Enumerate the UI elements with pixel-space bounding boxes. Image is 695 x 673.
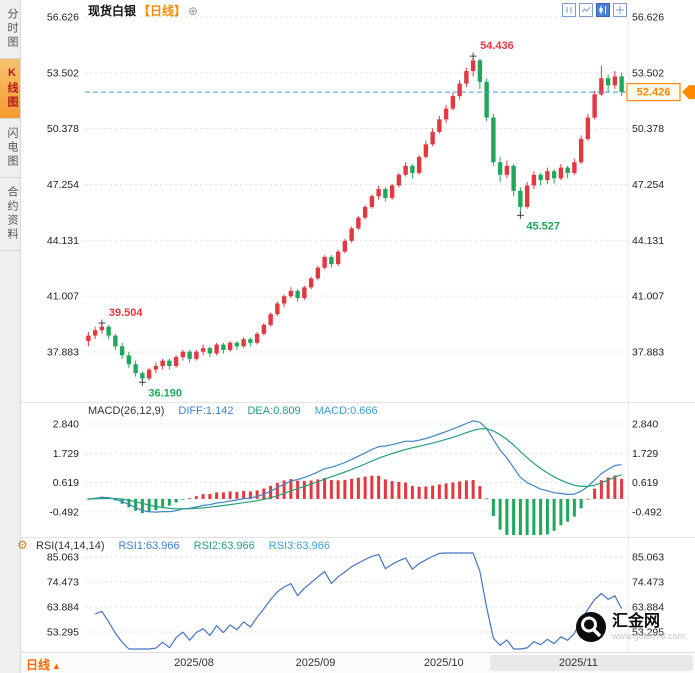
svg-text:74.473: 74.473 bbox=[632, 577, 664, 589]
sidebar-tab-lightning[interactable]: 闪电图 bbox=[0, 119, 20, 178]
svg-text:1.729: 1.729 bbox=[632, 448, 658, 460]
svg-text:53.295: 53.295 bbox=[47, 627, 79, 639]
svg-text:50.378: 50.378 bbox=[632, 123, 664, 135]
macd-hist-value: MACD:0.666 bbox=[314, 405, 378, 417]
price-chart-canvas[interactable]: 56.626 56.626 53.502 53.502 50.378 50.378 47.2… bbox=[0, 0, 695, 403]
svg-text:50.378: 50.378 bbox=[47, 123, 79, 135]
svg-text:-0.492: -0.492 bbox=[632, 506, 662, 518]
macd-panel-canvas[interactable]: 2.840 2.840 1.729 1.729 0.619 0.619 -0.492 -0.4… bbox=[0, 403, 695, 538]
line-chart-icon[interactable] bbox=[579, 3, 593, 17]
period-selector-label: 日线 bbox=[26, 658, 51, 672]
indicator-settings-gear-icon[interactable]: ⚙ bbox=[17, 538, 28, 552]
rsi-lines bbox=[94, 552, 623, 650]
svg-text:41.007: 41.007 bbox=[47, 291, 79, 303]
add-compare-icon[interactable]: ⊕ bbox=[188, 3, 199, 18]
rsi1-value: RSI1:63.966 bbox=[118, 540, 180, 552]
compare-layout-icon[interactable] bbox=[562, 3, 576, 17]
chevron-up-icon: ▲ bbox=[52, 661, 61, 671]
svg-text:45.527: 45.527 bbox=[526, 220, 560, 232]
macd-header: MACD(26,12,9) DIFF:1.142 DEA:0.809 MACD:… bbox=[88, 405, 378, 417]
left-tab-bar: 分时图 K线图 闪电图 合约资料 bbox=[0, 0, 21, 673]
watermark-name: 汇金网 bbox=[611, 613, 660, 630]
panel-divider bbox=[20, 402, 695, 403]
svg-text:-0.492: -0.492 bbox=[49, 506, 79, 518]
svg-text:56.626: 56.626 bbox=[632, 12, 664, 24]
svg-text:0.619: 0.619 bbox=[53, 477, 79, 489]
watermark-logo-icon bbox=[575, 612, 606, 642]
site-watermark: 汇金网 www.gold678.com bbox=[575, 611, 685, 643]
period-selector-button[interactable]: 日线 ▲ bbox=[26, 656, 61, 673]
svg-text:53.295: 53.295 bbox=[632, 627, 664, 639]
rsi-panel-canvas[interactable]: 85.063 85.063 74.473 74.473 63.884 63.884 53.2… bbox=[0, 538, 695, 652]
svg-text:47.254: 47.254 bbox=[632, 179, 664, 191]
macd-dea-value: DEA:0.809 bbox=[247, 405, 301, 417]
svg-text:37.883: 37.883 bbox=[47, 347, 79, 359]
x-axis-label: 2025/10 bbox=[423, 657, 464, 669]
rsi-grid: 85.063 85.063 74.473 74.473 63.884 63.884 53.2… bbox=[47, 552, 664, 639]
symbol-name: 现货白银 bbox=[88, 4, 137, 18]
x-axis-bar: 日线 ▲ 2025/08 2025/09 2025/10 2025/11 bbox=[20, 652, 695, 673]
svg-text:54.436: 54.436 bbox=[480, 40, 514, 52]
svg-text:39.504: 39.504 bbox=[109, 307, 144, 319]
macd-params-label: MACD(26,12,9) bbox=[88, 405, 165, 417]
svg-text:63.884: 63.884 bbox=[632, 602, 664, 614]
rsi3-value: RSI3:63.966 bbox=[268, 540, 330, 552]
svg-text:0.619: 0.619 bbox=[632, 477, 658, 489]
x-axis-label: 2025/09 bbox=[295, 657, 336, 669]
svg-text:2.840: 2.840 bbox=[53, 419, 79, 431]
svg-text:36.190: 36.190 bbox=[148, 387, 182, 399]
macd-lines bbox=[88, 420, 622, 513]
candlestick-chart-icon[interactable] bbox=[596, 3, 610, 17]
svg-text:74.473: 74.473 bbox=[47, 577, 79, 589]
macd-histogram bbox=[86, 475, 624, 535]
chart-toolbar bbox=[562, 3, 627, 17]
svg-text:56.626: 56.626 bbox=[47, 12, 79, 24]
watermark-url: www.gold678.com bbox=[611, 631, 685, 641]
chart-header: 现货白银 【日线】 ⊕ bbox=[88, 2, 198, 19]
h-scrollbar-thumb[interactable] bbox=[490, 655, 693, 671]
svg-text:85.063: 85.063 bbox=[47, 552, 79, 564]
axis-separator bbox=[628, 15, 629, 652]
rsi-params-label: RSI(14,14,14) bbox=[36, 540, 105, 552]
rsi-header: RSI(14,14,14) RSI1:63.966 RSI2:63.966 RS… bbox=[36, 540, 330, 552]
svg-text:44.131: 44.131 bbox=[47, 235, 79, 247]
rsi2-value: RSI2:63.966 bbox=[193, 540, 255, 552]
x-axis-label: 2025/11 bbox=[558, 657, 598, 669]
panel-divider bbox=[20, 537, 695, 538]
x-axis-label: 2025/08 bbox=[174, 657, 214, 669]
svg-text:52.426: 52.426 bbox=[637, 87, 671, 99]
svg-text:85.063: 85.063 bbox=[632, 552, 664, 564]
grid-layout-icon[interactable] bbox=[613, 3, 627, 17]
sidebar-tab-contract-info[interactable]: 合约资料 bbox=[0, 178, 20, 251]
svg-text:53.502: 53.502 bbox=[632, 67, 664, 79]
period-tag: 【日线】 bbox=[138, 4, 187, 18]
svg-text:41.007: 41.007 bbox=[632, 291, 664, 303]
candles-layer bbox=[86, 56, 624, 383]
svg-text:53.502: 53.502 bbox=[47, 67, 79, 79]
svg-text:1.729: 1.729 bbox=[53, 448, 79, 460]
sidebar-tab-kline[interactable]: K线图 bbox=[0, 59, 20, 119]
svg-text:37.883: 37.883 bbox=[632, 347, 664, 359]
price-grid: 56.626 56.626 53.502 53.502 50.378 50.378 47.2… bbox=[47, 12, 664, 359]
svg-text:63.884: 63.884 bbox=[47, 602, 79, 614]
macd-grid: 2.840 2.840 1.729 1.729 0.619 0.619 -0.492 -0.4… bbox=[49, 419, 662, 519]
svg-text:44.131: 44.131 bbox=[632, 235, 664, 247]
svg-text:2.840: 2.840 bbox=[632, 419, 658, 431]
current-price-tag: 52.426 bbox=[626, 82, 695, 102]
sidebar-tab-timeline[interactable]: 分时图 bbox=[0, 0, 20, 59]
price-annotations: 39.504 36.190 54.436 45.527 bbox=[98, 40, 560, 399]
macd-diff-value: DIFF:1.142 bbox=[178, 405, 234, 417]
svg-text:47.254: 47.254 bbox=[47, 179, 79, 191]
